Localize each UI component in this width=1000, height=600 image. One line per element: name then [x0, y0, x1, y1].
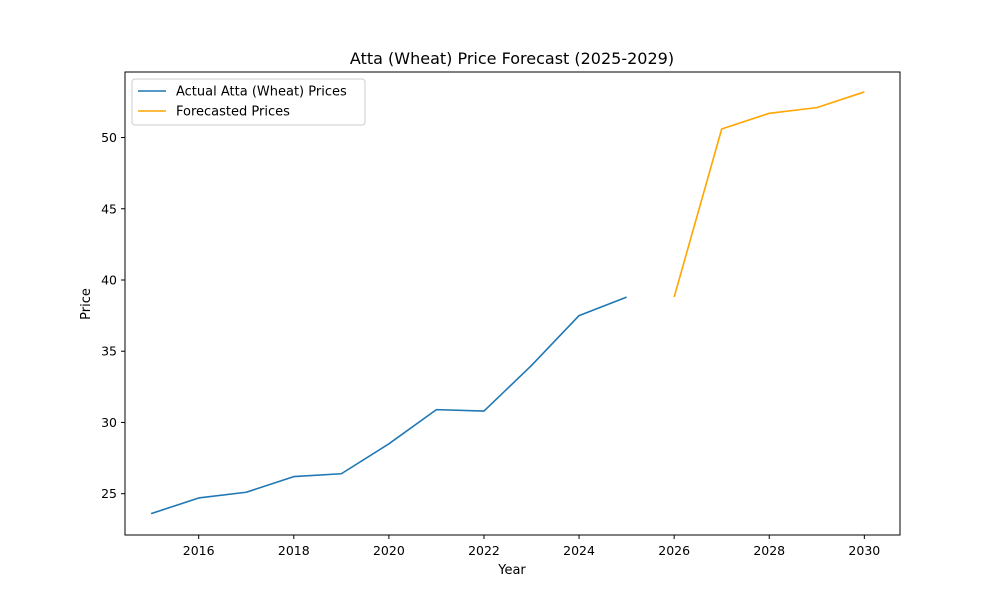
y-axis: 25 30 35 40 45 50	[101, 130, 125, 501]
x-axis-label: Year	[497, 563, 526, 578]
x-tick-label: 2018	[278, 543, 310, 558]
y-tick-label: 30	[101, 415, 117, 430]
x-tick-label: 2022	[468, 543, 500, 558]
chart-title: Atta (Wheat) Price Forecast (2025-2029)	[350, 49, 674, 68]
y-axis-label: Price	[79, 288, 94, 320]
series-line-2	[673, 91, 865, 298]
plot-area	[124, 71, 901, 536]
x-tick-label: 2030	[848, 543, 880, 558]
x-tick-label: 2020	[373, 543, 405, 558]
x-tick-label: 2028	[753, 543, 785, 558]
legend-box	[131, 78, 366, 126]
y-tick-label: 50	[101, 130, 117, 145]
series-line-1	[150, 296, 627, 515]
legend-label: Actual Atta (Wheat) Prices	[176, 85, 347, 100]
x-tick-label: 2016	[183, 543, 215, 558]
legend: Actual Atta (Wheat) Prices Forecasted Pri…	[131, 78, 366, 126]
x-tick-label: 2026	[658, 543, 690, 558]
y-tick-label: 35	[101, 344, 117, 359]
y-tick-label: 25	[101, 486, 117, 501]
x-axis: 2016 2018 2020 2022 2024 2026 2028 2030	[183, 535, 880, 558]
y-tick-label: 40	[101, 272, 117, 287]
plot-frame	[124, 71, 901, 536]
y-tick-label: 45	[101, 201, 117, 216]
x-tick-label: 2024	[563, 543, 595, 558]
legend-label: Forecasted Prices	[176, 105, 290, 120]
